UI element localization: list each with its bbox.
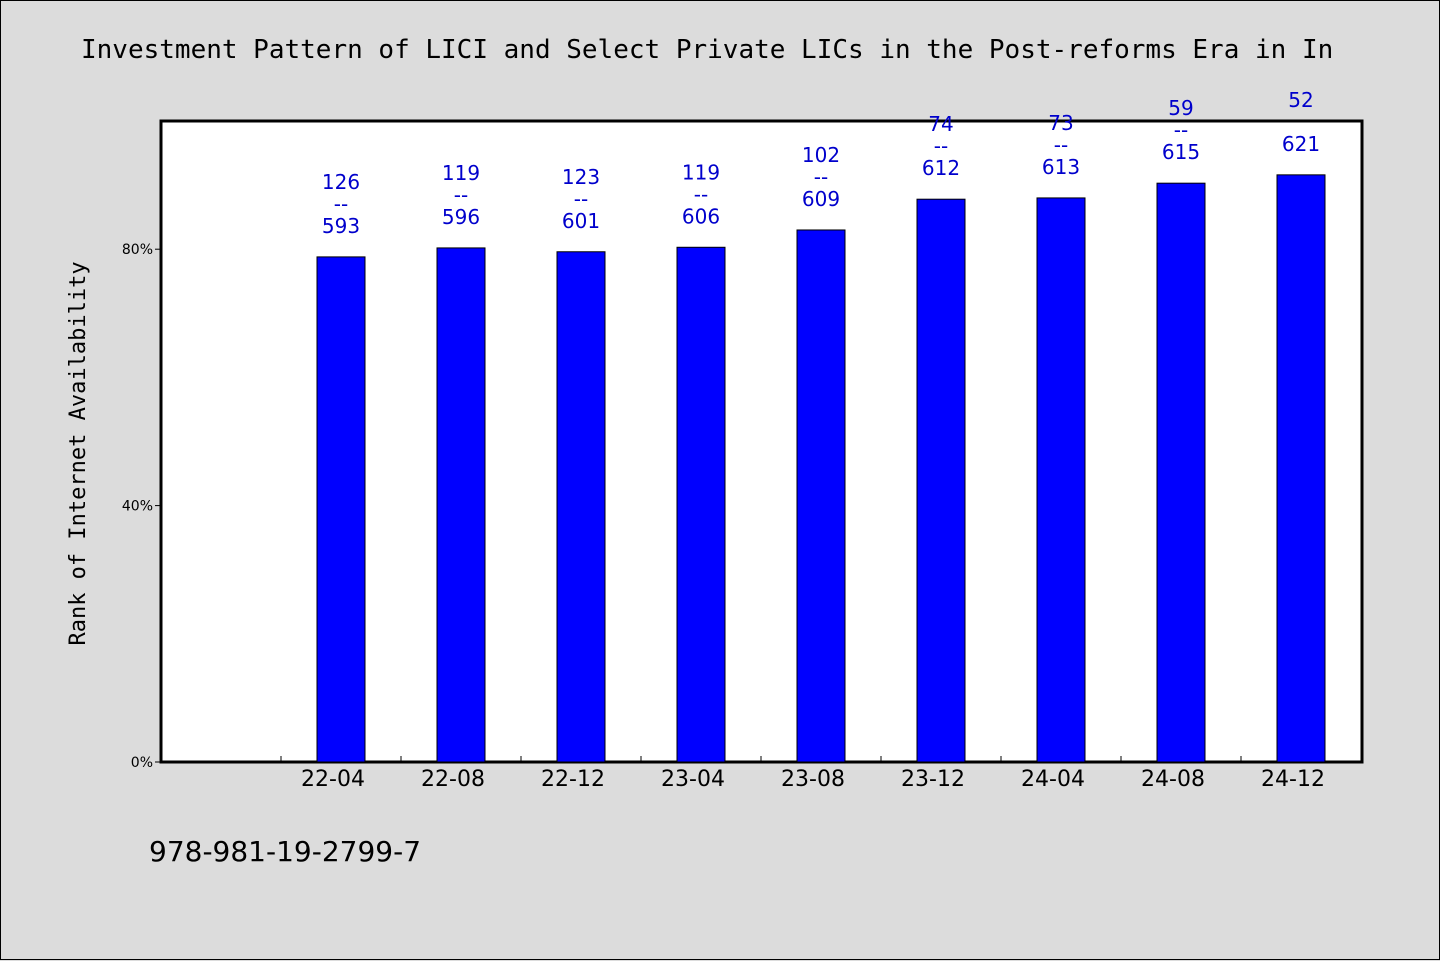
data-label-sep-2: -- [574,187,588,211]
data-label-sep-0: -- [334,192,348,216]
bar-23-12 [916,198,966,763]
data-label-bottom-0: 593 [322,214,360,238]
data-label-sep-7: -- [1174,118,1188,142]
bar-23-04 [676,246,726,763]
x-tick-label-23-12: 23-12 [901,767,965,792]
y-tick-label-0: 0% [131,755,153,771]
data-label-sep-3: -- [694,182,708,206]
bar-22-04 [316,256,366,763]
x-tick-label-24-08: 24-08 [1141,767,1205,792]
x-tick-label-22-08: 22-08 [421,767,485,792]
y-tick-label-2: 80% [122,242,153,258]
chart-title: Investment Pattern of LICI and Select Pr… [81,35,1334,65]
data-label-top-0: 126 [322,170,360,194]
x-tick-label-24-04: 24-04 [1021,767,1085,792]
data-label-bottom-8: 621 [1282,132,1320,156]
data-label-bottom-1: 596 [442,205,480,229]
bar-24-04 [1036,197,1086,763]
data-label-top-2: 123 [562,165,600,189]
footer-code: 978-981-19-2799-7 [149,835,422,868]
x-tick-label-24-12: 24-12 [1261,767,1325,792]
data-label-bottom-4: 609 [802,187,840,211]
bar-24-08 [1156,182,1206,763]
data-label-top-4: 102 [802,143,840,167]
data-label-top-7: 59 [1168,96,1193,120]
data-label-top-8: 52 [1288,88,1313,112]
data-label-top-1: 119 [442,161,480,185]
data-label-sep-4: -- [814,165,828,189]
x-tick-label-23-08: 23-08 [781,767,845,792]
bar-22-12 [556,251,606,763]
bar-23-08 [796,229,846,763]
y-axis-label: Rank of Internet Availability [66,261,91,645]
data-label-bottom-7: 615 [1162,140,1200,164]
x-tick-label-22-04: 22-04 [301,767,365,792]
x-tick-label-22-12: 22-12 [541,767,605,792]
data-label-bottom-3: 606 [682,204,720,228]
x-tick-label-23-04: 23-04 [661,767,725,792]
data-label-bottom-2: 601 [562,209,600,233]
y-tick-label-1: 40% [122,499,153,515]
bar-24-12 [1276,174,1326,763]
data-label-top-5: 74 [928,112,953,136]
data-label-bottom-5: 612 [922,156,960,180]
bar-22-08 [436,247,486,763]
data-label-sep-6: -- [1054,133,1068,157]
data-label-top-6: 73 [1048,111,1073,135]
data-label-top-3: 119 [682,160,720,184]
data-label-sep-5: -- [934,134,948,158]
data-label-bottom-6: 613 [1042,155,1080,179]
data-label-sep-1: -- [454,183,468,207]
